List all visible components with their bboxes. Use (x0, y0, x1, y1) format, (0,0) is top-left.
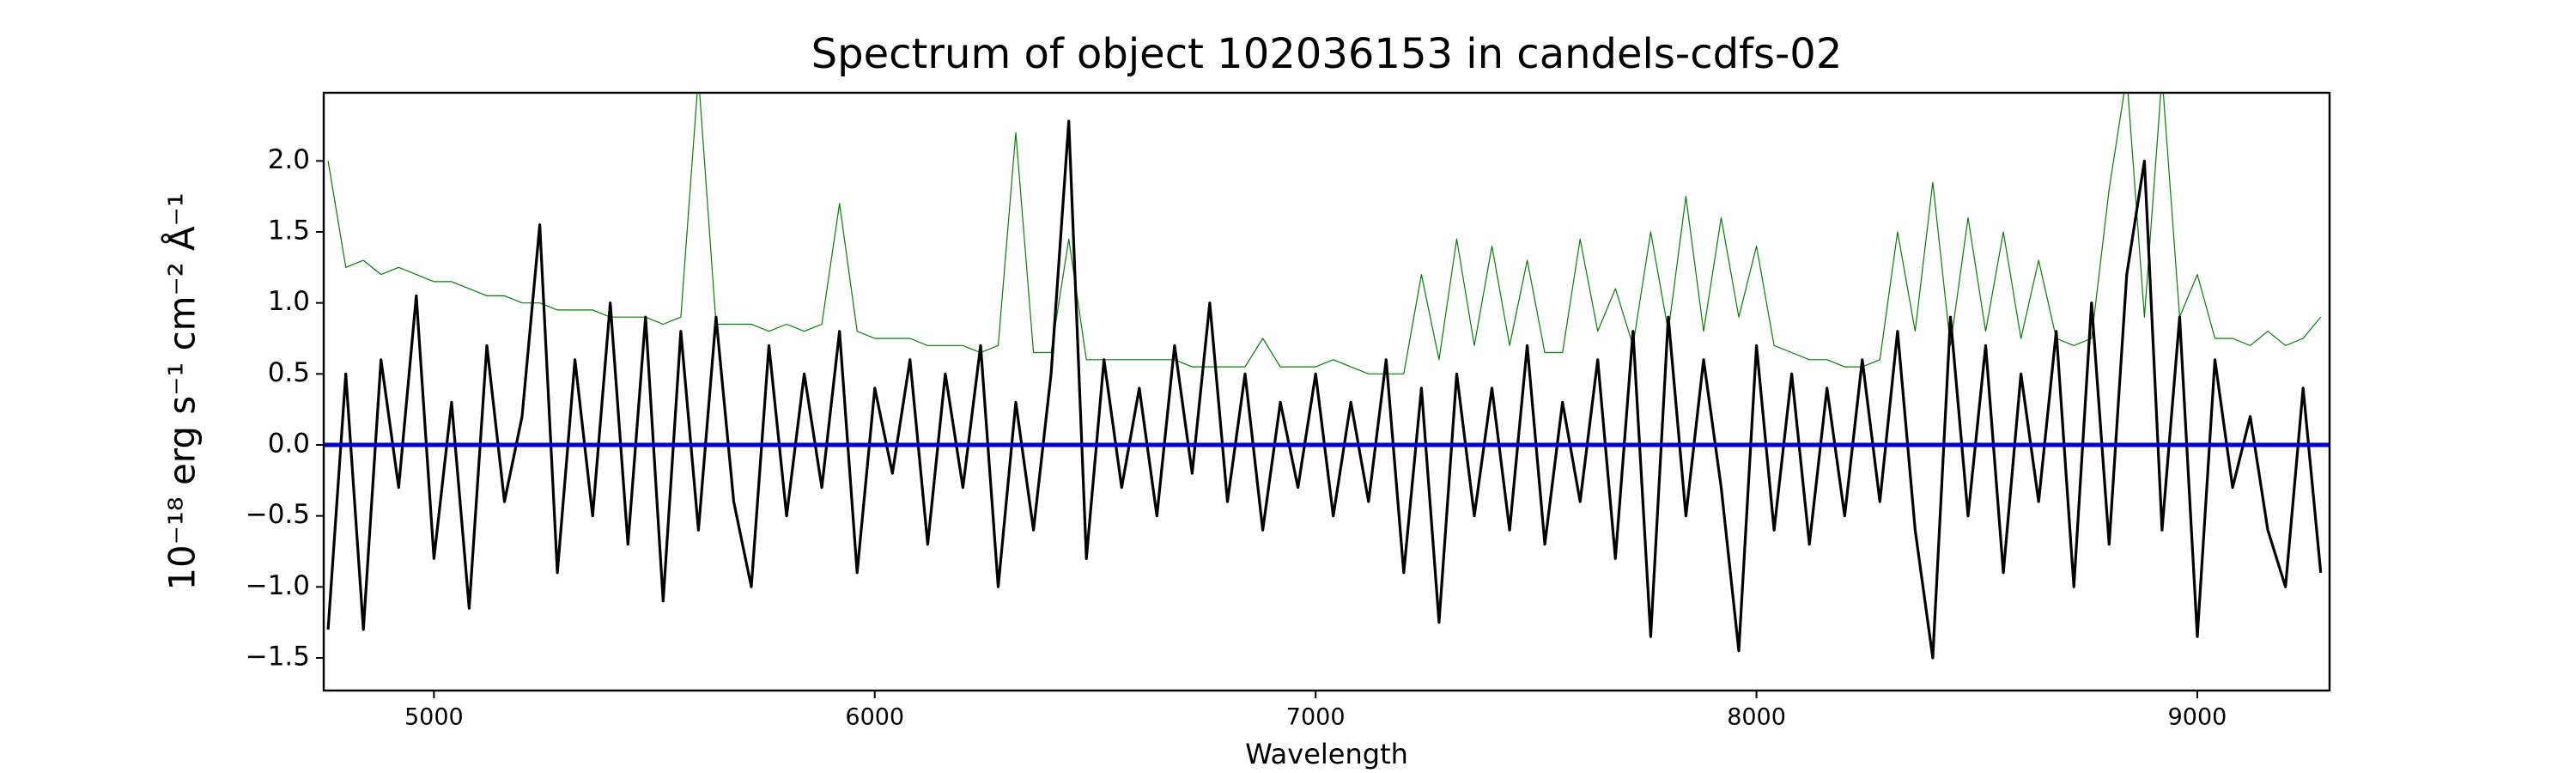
y-tick-label: 0.0 (268, 428, 310, 459)
y-tick-label: −1.5 (246, 641, 310, 672)
spectrum-line (326, 119, 2323, 660)
x-tick-label: 6000 (845, 704, 904, 731)
y-axis-label: 10⁻¹⁸ erg s⁻¹ cm⁻² Å⁻¹ (161, 192, 204, 590)
plot-frame (322, 91, 2331, 692)
x-tick-label: 5000 (404, 704, 464, 731)
y-tick-label: 1.0 (268, 286, 310, 317)
y-tick-label: 0.5 (268, 357, 310, 388)
y-tick-label: 2.0 (268, 144, 310, 175)
y-tick-label: 1.5 (268, 216, 310, 247)
y-tick-label: −0.5 (246, 499, 310, 530)
x-axis-label: Wavelength (1245, 738, 1408, 770)
x-tick-label: 7000 (1286, 704, 1346, 731)
plot-lines (324, 93, 2330, 660)
x-tick-label: 9000 (2168, 704, 2227, 731)
y-tick-label: −1.0 (246, 570, 310, 601)
chart-title: Spectrum of object 102036153 in candels-… (811, 30, 1843, 78)
x-tick-label: 8000 (1727, 704, 1786, 731)
spectrum-line (327, 93, 2322, 374)
